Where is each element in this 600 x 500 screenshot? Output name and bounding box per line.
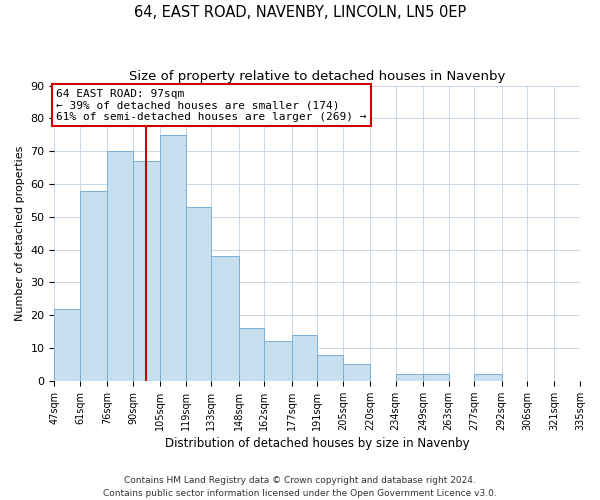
Bar — [239, 328, 264, 381]
Bar — [107, 151, 133, 381]
Text: 64, EAST ROAD, NAVENBY, LINCOLN, LN5 0EP: 64, EAST ROAD, NAVENBY, LINCOLN, LN5 0EP — [134, 5, 466, 20]
Y-axis label: Number of detached properties: Number of detached properties — [15, 146, 25, 321]
Bar — [343, 364, 370, 381]
X-axis label: Distribution of detached houses by size in Navenby: Distribution of detached houses by size … — [165, 437, 470, 450]
Bar — [474, 374, 502, 381]
Bar — [423, 374, 449, 381]
Bar — [395, 374, 423, 381]
Bar — [264, 342, 292, 381]
Bar — [80, 190, 107, 381]
Text: Contains HM Land Registry data © Crown copyright and database right 2024.
Contai: Contains HM Land Registry data © Crown c… — [103, 476, 497, 498]
Bar — [133, 161, 160, 381]
Bar — [211, 256, 239, 381]
Bar — [317, 354, 343, 381]
Bar — [186, 207, 211, 381]
Bar — [292, 335, 317, 381]
Bar — [55, 308, 80, 381]
Bar — [160, 135, 186, 381]
Title: Size of property relative to detached houses in Navenby: Size of property relative to detached ho… — [129, 70, 505, 83]
Text: 64 EAST ROAD: 97sqm
← 39% of detached houses are smaller (174)
61% of semi-detac: 64 EAST ROAD: 97sqm ← 39% of detached ho… — [56, 89, 367, 122]
